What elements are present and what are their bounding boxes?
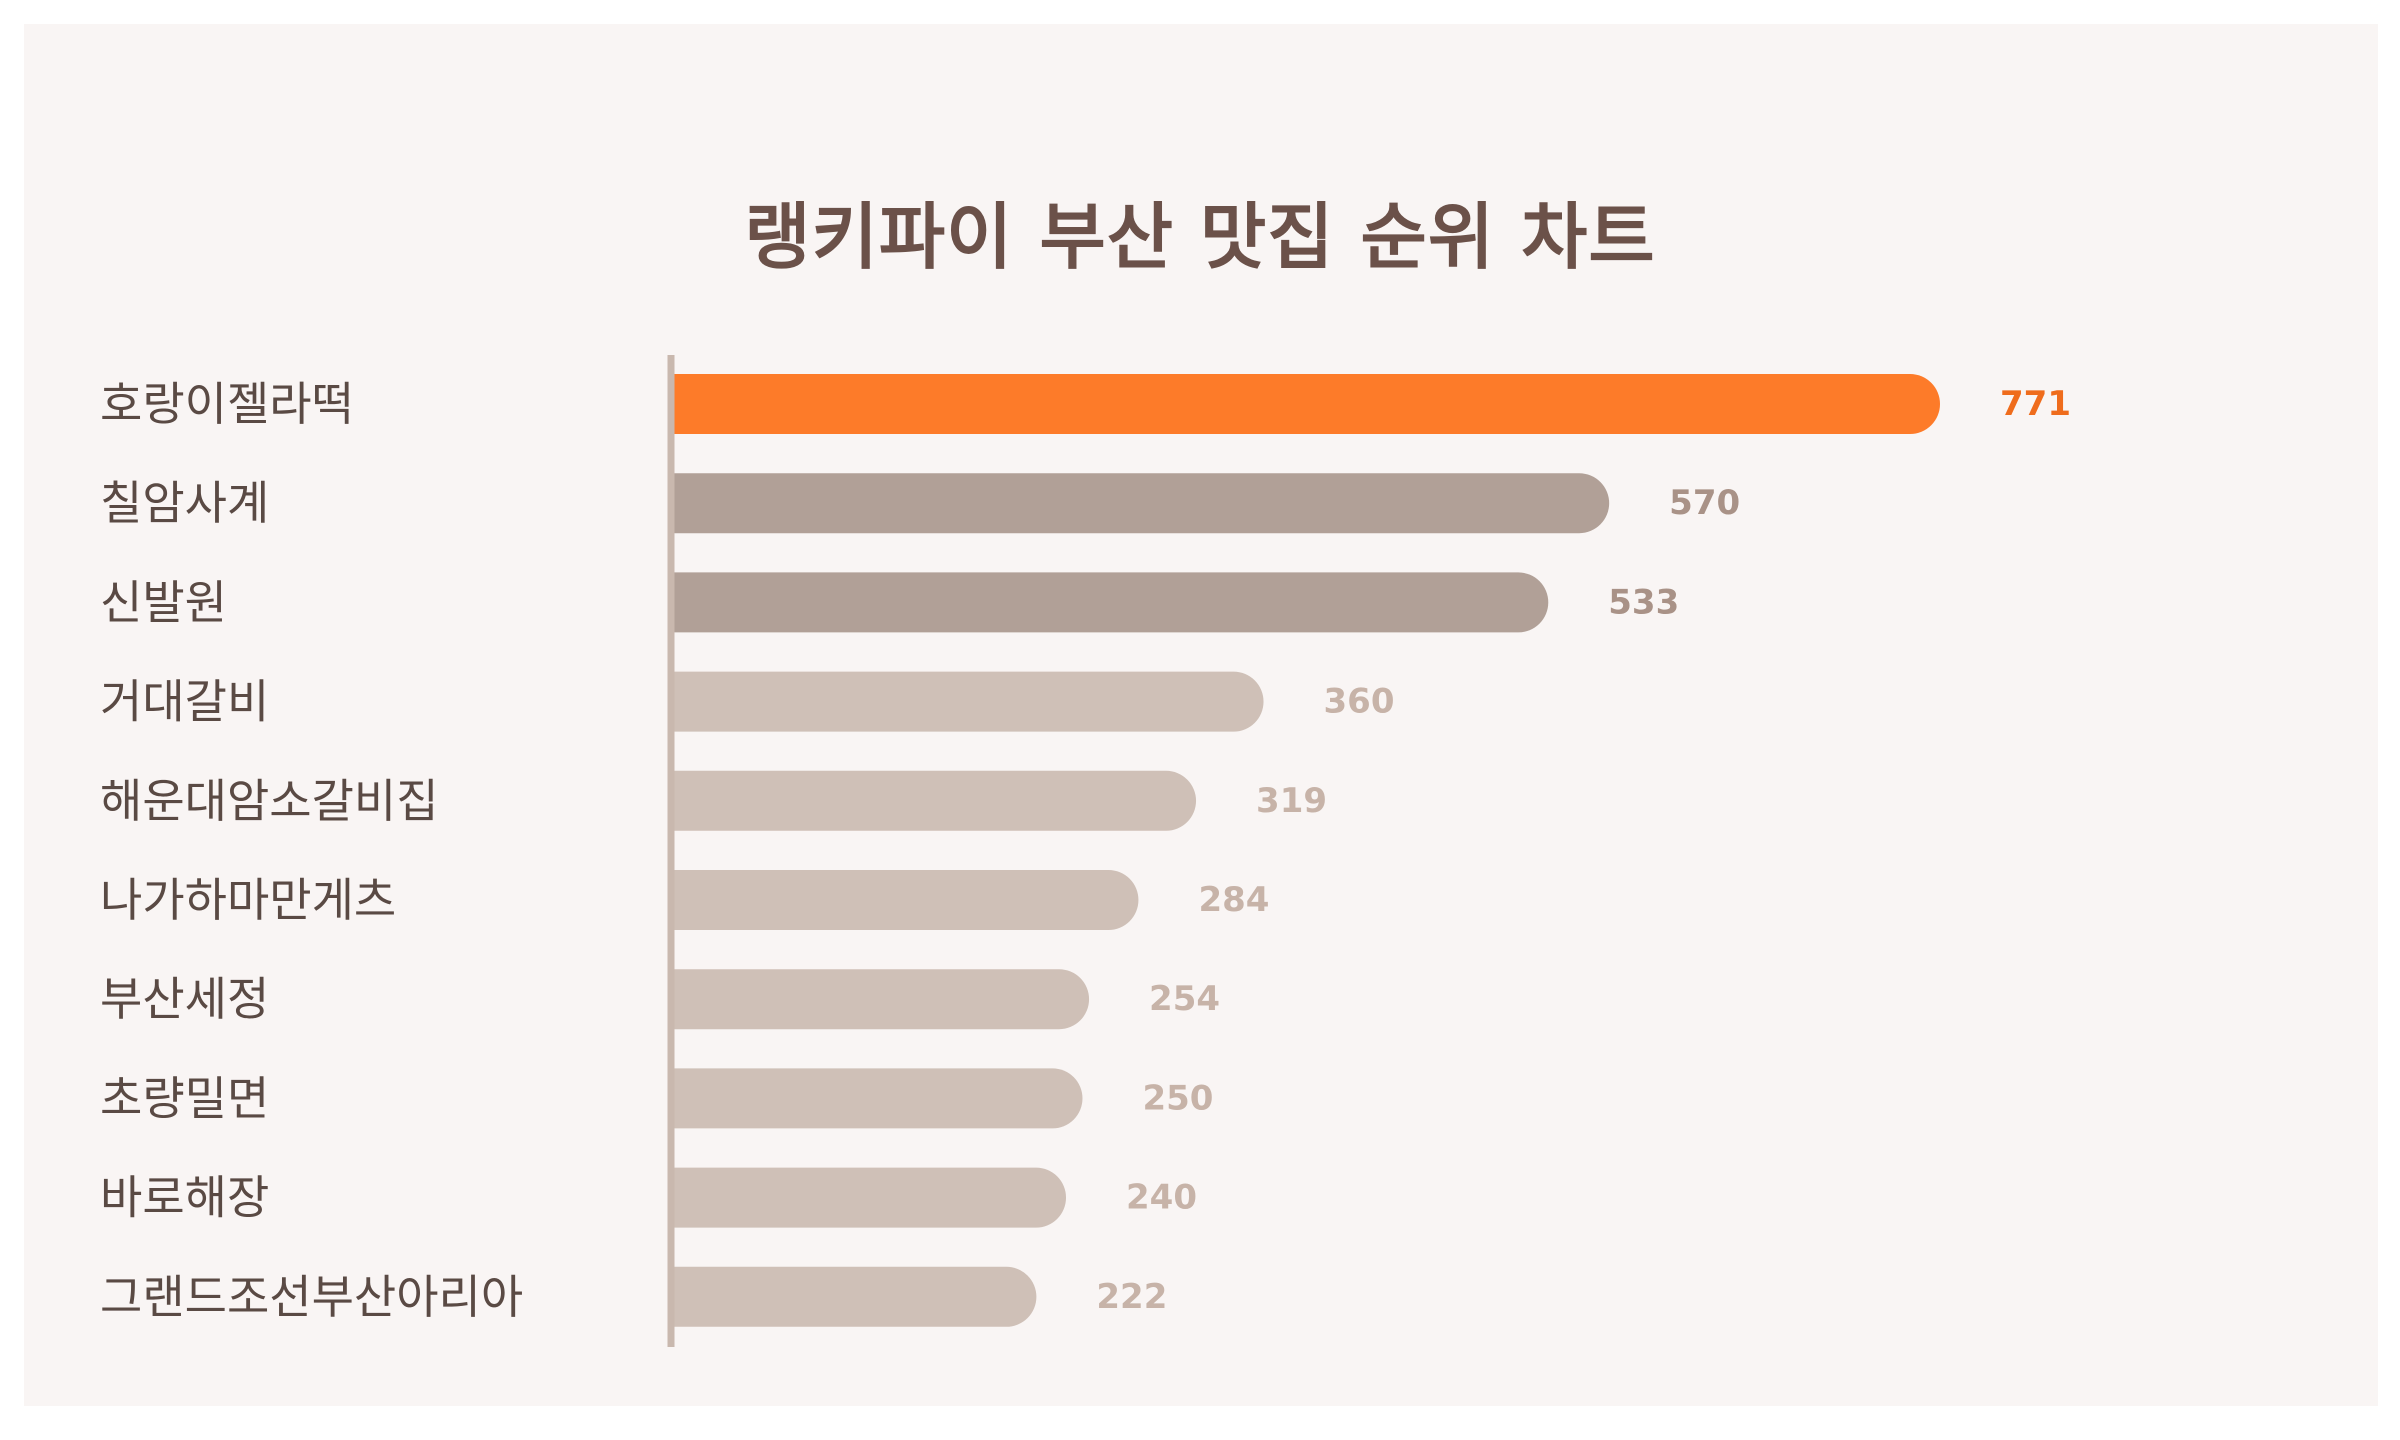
category-label: 부산세정 bbox=[100, 972, 269, 1026]
bar bbox=[671, 1266, 1037, 1327]
bar bbox=[671, 473, 1610, 534]
chart-title: 랭키파이 부산 맛집 순위 차트 bbox=[744, 195, 1656, 279]
value-label: 360 bbox=[1324, 682, 1395, 722]
bar bbox=[671, 969, 1090, 1030]
bar bbox=[671, 572, 1549, 633]
category-label: 바로해장 bbox=[100, 1171, 269, 1225]
value-label: 240 bbox=[1126, 1178, 1197, 1218]
value-label: 284 bbox=[1198, 880, 1269, 920]
category-label: 신발원 bbox=[100, 575, 227, 629]
category-label: 나가하마만게츠 bbox=[100, 873, 396, 927]
bar bbox=[671, 374, 1940, 434]
value-label: 570 bbox=[1669, 483, 1740, 523]
value-label: 222 bbox=[1096, 1277, 1167, 1317]
value-label: 254 bbox=[1149, 979, 1220, 1019]
labels-group: 호랑이젤라떡 771 칠암사계 570 신발원 533 거대갈비 360 해운대암소갈비집 319… bbox=[100, 377, 2071, 1324]
value-label: 533 bbox=[1608, 582, 1679, 622]
bar bbox=[671, 1068, 1083, 1129]
bar bbox=[671, 870, 1139, 930]
category-label: 거대갈비 bbox=[100, 675, 269, 729]
category-label: 호랑이젤라떡 bbox=[100, 377, 354, 431]
bar bbox=[671, 1167, 1067, 1228]
value-label: 319 bbox=[1256, 781, 1327, 821]
bars-group bbox=[671, 374, 1940, 1327]
value-label: 250 bbox=[1142, 1078, 1213, 1118]
category-label: 칠암사계 bbox=[100, 476, 269, 530]
bar bbox=[671, 770, 1197, 831]
value-label: 771 bbox=[2000, 384, 2071, 424]
bar bbox=[671, 671, 1264, 732]
category-label: 초량밀면 bbox=[100, 1071, 269, 1125]
category-label: 그랜드조선부산아리아 bbox=[100, 1270, 523, 1324]
category-label: 해운대암소갈비집 bbox=[100, 774, 439, 828]
